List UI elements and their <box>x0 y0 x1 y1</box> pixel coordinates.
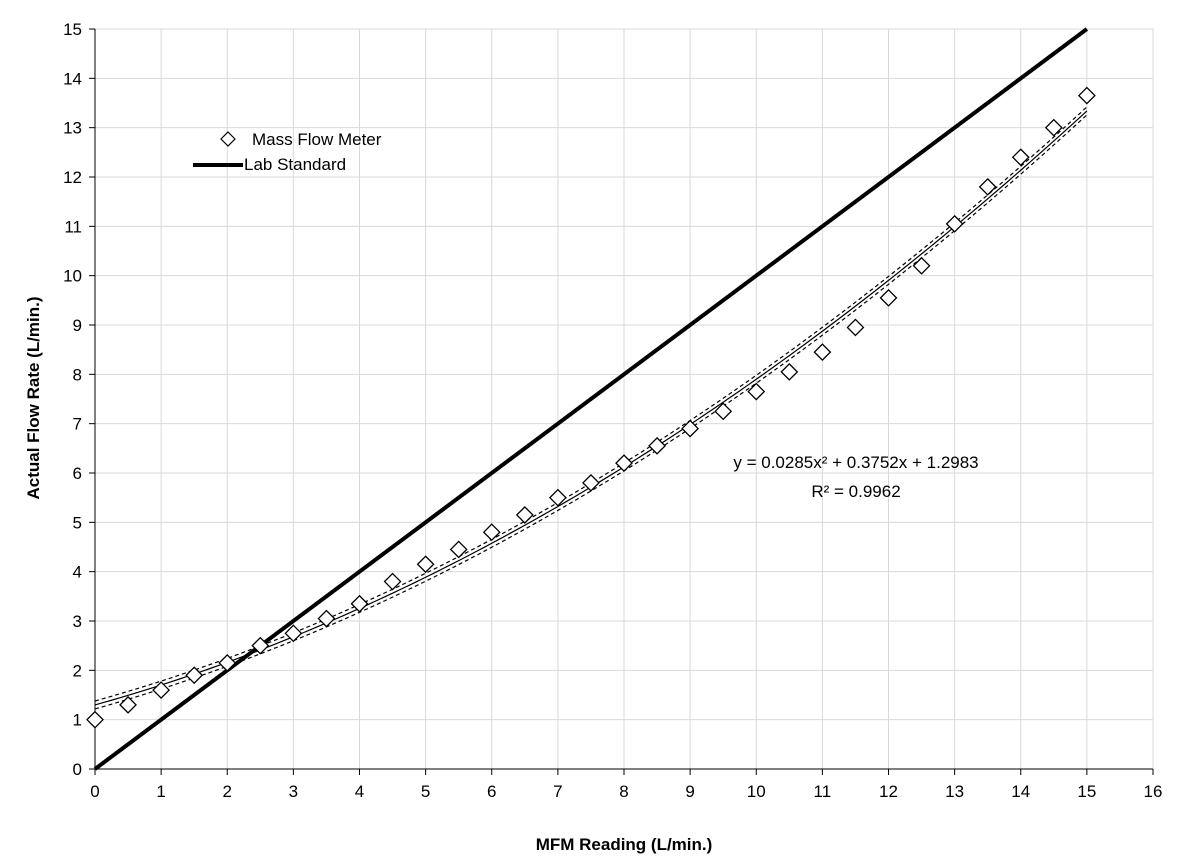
data-point-diamond <box>978 177 997 196</box>
data-point-diamond <box>119 695 137 714</box>
y-tick-label: 7 <box>73 415 82 434</box>
data-point-diamond <box>284 624 303 643</box>
x-tick-label: 13 <box>945 782 964 801</box>
x-tick-label: 7 <box>553 782 562 801</box>
y-axis-title: Actual Flow Rate (L/min.) <box>24 296 43 499</box>
x-tick-label: 12 <box>879 782 898 801</box>
y-tick-label: 5 <box>73 513 82 532</box>
data-point-diamond <box>548 488 567 507</box>
data-point-diamond <box>582 473 600 492</box>
data-point-diamond <box>482 523 501 542</box>
x-tick-label: 11 <box>814 782 832 801</box>
data-point-diamond <box>1011 148 1030 167</box>
y-tick-label: 3 <box>73 612 82 631</box>
legend-label-mass-flow-meter: Mass Flow Meter <box>252 130 382 149</box>
data-point-diamond <box>317 609 336 628</box>
data-point-diamond <box>1044 118 1063 137</box>
legend-label-lab-standard: Lab Standard <box>244 155 346 174</box>
data-point-diamond <box>648 436 666 455</box>
x-tick-label: 2 <box>223 782 232 801</box>
y-tick-label: 2 <box>73 661 82 680</box>
y-tick-label: 9 <box>73 316 82 335</box>
y-tick-label: 6 <box>73 464 82 483</box>
mass-flow-meter-series <box>86 86 1096 729</box>
y-tick-label: 15 <box>63 20 82 39</box>
trendline-upper-bound <box>94 106 1088 702</box>
trendline-equation: y = 0.0285x² + 0.3752x + 1.2983 <box>733 453 978 472</box>
data-point-diamond <box>615 454 633 473</box>
data-point-diamond <box>251 636 270 655</box>
x-tick-label: 16 <box>1144 782 1163 801</box>
legend-diamond-marker <box>220 131 236 147</box>
x-tick-label: 4 <box>355 782 364 801</box>
data-point-diamond <box>383 572 402 591</box>
data-point-diamond <box>879 288 898 307</box>
data-point-diamond <box>1077 86 1096 105</box>
legend: Mass Flow Meter Lab Standard <box>193 130 382 174</box>
data-point-diamond <box>846 318 865 337</box>
data-point-diamond <box>86 710 104 729</box>
data-point-diamond <box>449 540 468 559</box>
data-point-diamond <box>813 343 832 362</box>
data-point-diamond <box>350 594 369 613</box>
y-tick-label: 1 <box>73 711 82 730</box>
y-tick-label: 8 <box>73 365 82 384</box>
y-tick-label: 12 <box>63 168 82 187</box>
data-point-diamond <box>912 256 931 275</box>
x-tick-label: 1 <box>156 782 165 801</box>
x-tick-label: 0 <box>90 782 99 801</box>
data-point-diamond <box>416 555 435 574</box>
y-tick-label: 10 <box>63 267 82 286</box>
x-tick-label: 8 <box>619 782 628 801</box>
data-point-diamond <box>747 382 766 401</box>
y-tick-label: 0 <box>73 760 82 779</box>
y-tick-label: 4 <box>73 563 82 582</box>
x-tick-label: 5 <box>421 782 430 801</box>
x-axis-title: MFM Reading (L/min.) <box>536 835 713 854</box>
data-point-diamond <box>780 362 799 381</box>
x-tick-labels: 0 1 2 3 4 5 6 7 8 9 10 11 12 13 14 15 16 <box>90 782 1162 801</box>
trendline-r-squared: R² = 0.9962 <box>811 482 900 501</box>
x-tick-label: 9 <box>685 782 694 801</box>
x-tick-label: 14 <box>1011 782 1030 801</box>
data-point-diamond <box>714 402 733 421</box>
x-tick-label: 3 <box>289 782 298 801</box>
x-tick-label: 6 <box>487 782 496 801</box>
y-tick-label: 13 <box>63 119 82 138</box>
data-point-diamond <box>218 654 237 672</box>
data-point-diamond <box>945 214 964 233</box>
x-tick-label: 15 <box>1077 782 1096 801</box>
data-point-diamond <box>681 419 700 438</box>
axes <box>89 28 1154 775</box>
data-point-diamond <box>515 506 534 524</box>
x-tick-label: 10 <box>747 782 766 801</box>
data-point-diamond <box>185 666 204 685</box>
data-point-diamond <box>152 681 171 699</box>
y-tick-label: 14 <box>63 69 82 88</box>
y-tick-label: 11 <box>64 217 82 236</box>
